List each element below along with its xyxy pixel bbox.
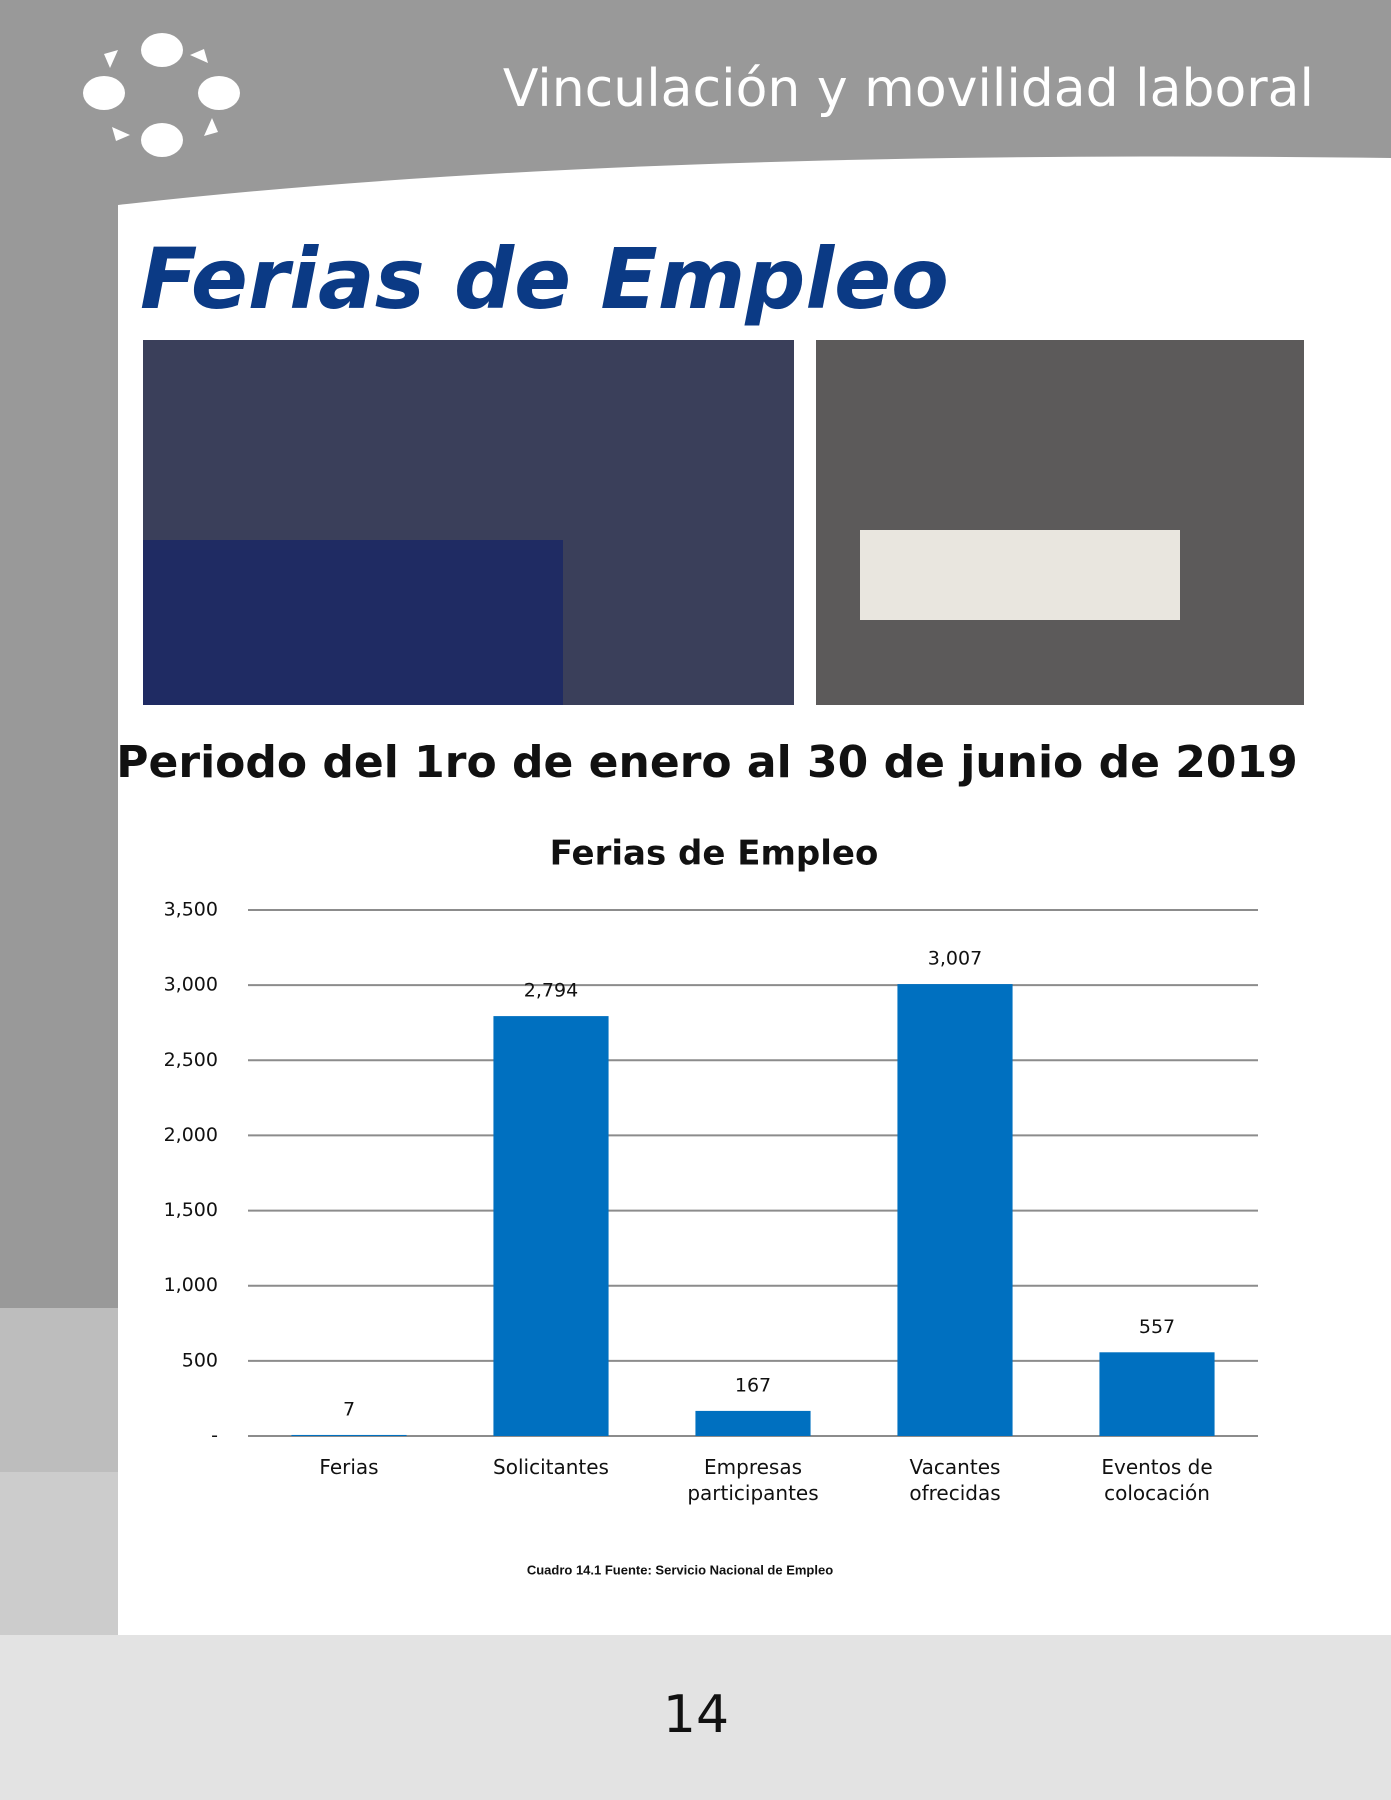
x-tick-label: Solicitantes [493,1455,609,1479]
x-tick-label: Eventos de colocación [1101,1455,1213,1505]
x-tick-label: Vacantes ofrecidas [909,1455,1001,1505]
photo-detail [860,530,1180,620]
header-title: Vinculación y movilidad laboral [503,59,1314,119]
y-tick-label: 1,500 [164,1199,218,1221]
y-tick-label: 500 [182,1349,218,1371]
bar [695,1410,811,1436]
y-tick-label: - [211,1425,218,1447]
footer-band [0,1635,1391,1800]
chart-title: Ferias de Empleo [550,834,879,874]
bar [291,1434,407,1436]
y-tick-label: 3,500 [164,899,218,921]
y-tick-label: 2,500 [164,1049,218,1071]
bar [1099,1352,1215,1436]
side-strip [0,1472,118,1635]
page-number: 14 [663,1685,729,1745]
photo-detail [143,540,563,705]
y-tick-label: 1,000 [164,1274,218,1296]
caption: Cuadro 14.1 Fuente: Servicio Nacional de… [527,1562,833,1577]
data-label: 3,007 [928,948,982,970]
y-tick-label: 2,000 [164,1124,218,1146]
logo [83,33,240,157]
page-title: Ferias de Empleo [140,230,949,328]
data-label: 7 [343,1398,355,1420]
side-strip [0,1308,118,1472]
y-tick-label: 3,000 [164,974,218,996]
data-label: 557 [1139,1316,1175,1338]
bar [897,984,1013,1436]
x-tick-label: Ferias [319,1455,379,1479]
bar [493,1016,609,1436]
data-label: 2,794 [524,980,578,1002]
data-label: 167 [735,1374,771,1396]
photo [816,340,1304,705]
subtitle: Periodo del 1ro de enero al 30 de junio … [116,737,1297,788]
x-tick-label: Empresas participantes [687,1455,819,1505]
